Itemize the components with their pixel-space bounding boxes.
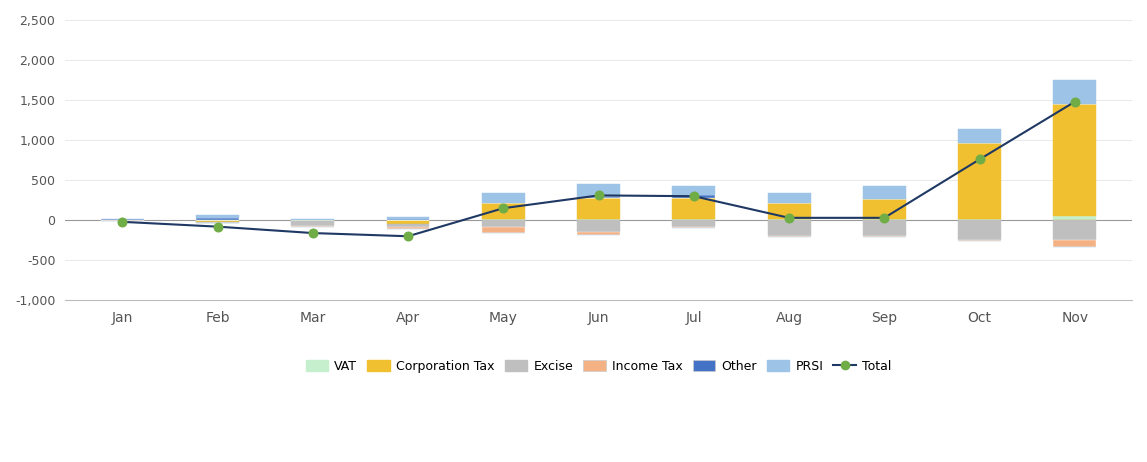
Bar: [577, 232, 621, 235]
Bar: [958, 219, 1001, 220]
Bar: [767, 194, 811, 203]
Bar: [958, 129, 1001, 143]
Bar: [196, 218, 239, 220]
Legend: VAT, Corporation Tax, Excise, Income Tax, Other, PRSI, Total: VAT, Corporation Tax, Excise, Income Tax…: [301, 355, 897, 378]
Bar: [863, 199, 906, 200]
Bar: [196, 223, 239, 224]
Bar: [958, 240, 1001, 241]
Bar: [672, 195, 716, 198]
Bar: [672, 227, 716, 228]
Bar: [482, 194, 524, 203]
Bar: [482, 227, 524, 233]
Bar: [387, 219, 429, 220]
Bar: [672, 219, 716, 220]
Bar: [387, 221, 429, 224]
Bar: [863, 236, 906, 237]
Bar: [387, 220, 429, 221]
Bar: [387, 227, 429, 229]
Bar: [767, 220, 811, 236]
Bar: [577, 198, 621, 219]
Bar: [482, 220, 524, 227]
Bar: [482, 203, 524, 219]
Bar: [767, 203, 811, 219]
Bar: [863, 200, 906, 219]
Bar: [196, 215, 239, 218]
Bar: [958, 143, 1001, 219]
Bar: [577, 220, 621, 232]
Bar: [196, 221, 239, 222]
Bar: [1053, 79, 1097, 103]
Bar: [577, 184, 621, 197]
Bar: [482, 219, 524, 220]
Bar: [577, 219, 621, 220]
Bar: [672, 220, 716, 227]
Bar: [1053, 216, 1097, 220]
Bar: [958, 220, 1001, 240]
Bar: [291, 221, 334, 226]
Bar: [672, 186, 716, 195]
Bar: [291, 226, 334, 227]
Bar: [863, 186, 906, 199]
Bar: [1053, 104, 1097, 216]
Bar: [387, 224, 429, 227]
Bar: [291, 220, 334, 221]
Bar: [1053, 220, 1097, 240]
Bar: [863, 219, 906, 220]
Bar: [863, 220, 906, 236]
Bar: [387, 217, 429, 219]
Bar: [1053, 240, 1097, 247]
Bar: [291, 219, 334, 220]
Bar: [672, 198, 716, 219]
Bar: [767, 219, 811, 220]
